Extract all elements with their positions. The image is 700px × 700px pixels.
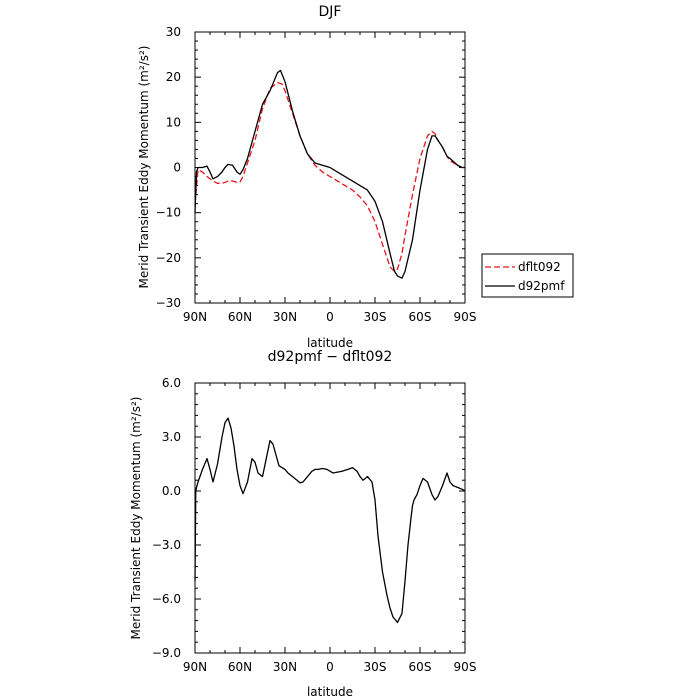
y-tick-label: −9.0	[152, 646, 181, 660]
x-tick-label: 90S	[454, 310, 477, 324]
x-tick-label: 30S	[364, 310, 387, 324]
x-tick-label: 90N	[183, 310, 207, 324]
x-tick-label: 60S	[409, 660, 432, 674]
legend-box	[481, 253, 574, 298]
legend-label-d92pmf: d92pmf	[518, 279, 565, 293]
chart-title: d92pmf − dflt092	[268, 349, 393, 365]
y-tick-label: 0	[173, 161, 181, 175]
x-tick-label: 60N	[228, 660, 252, 674]
y-axis-label: Merid Transient Eddy Momentum (m²/s²)	[129, 397, 143, 640]
x-tick-label: 60N	[228, 310, 252, 324]
series-line-d92pmf	[194, 69, 465, 279]
chart-title: DJF	[319, 4, 342, 20]
plot-frame	[194, 382, 466, 654]
x-tick-label: 0	[326, 310, 334, 324]
legend: dflt092 d92pmf	[481, 253, 574, 298]
legend-label-dflt092: dflt092	[518, 260, 561, 274]
y-tick-label: 3.0	[162, 430, 181, 444]
x-tick-label: 90S	[454, 660, 477, 674]
y-tick-label: 0.0	[162, 484, 181, 498]
plot-area: 90N 60N 30N 0 30S 60S 90S −9.0 −6.0 −3.0 0.0 3.0 6.0	[152, 376, 477, 674]
y-tick-label: −6.0	[152, 592, 181, 606]
y-tick-label: −3.0	[152, 538, 181, 552]
x-tick-label: 30N	[273, 660, 297, 674]
x-tick-label: 0	[326, 660, 334, 674]
series-line-series-0	[194, 417, 466, 624]
x-tick-label: 30S	[364, 660, 387, 674]
y-axis-label: Merid Transient Eddy Momentum (m²/s²)	[137, 46, 151, 289]
x-axis-label: latitude	[307, 685, 353, 699]
x-tick-label: 90N	[183, 660, 207, 674]
top-panel: DJF Merid Transient Eddy Momentum (m²/s²…	[137, 4, 574, 350]
x-tick-label: 30N	[273, 310, 297, 324]
bottom-panel: d92pmf − dflt092 Merid Transient Eddy Mo…	[129, 349, 476, 699]
y-tick-label: 10	[166, 115, 181, 129]
plot-area: 90N 60N 30N 0 30S 60S 90S −30 −20 −10 0 10 20 30	[156, 25, 477, 324]
y-tick-label: −30	[156, 296, 181, 310]
series-line-dflt092	[194, 81, 465, 273]
y-tick-label: −10	[156, 206, 181, 220]
x-axis-label: latitude	[307, 336, 353, 350]
y-tick-label: 20	[166, 70, 181, 84]
x-tick-label: 60S	[409, 310, 432, 324]
y-tick-label: 30	[166, 25, 181, 39]
y-tick-label: −20	[156, 251, 181, 265]
y-tick-label: 6.0	[162, 376, 181, 390]
